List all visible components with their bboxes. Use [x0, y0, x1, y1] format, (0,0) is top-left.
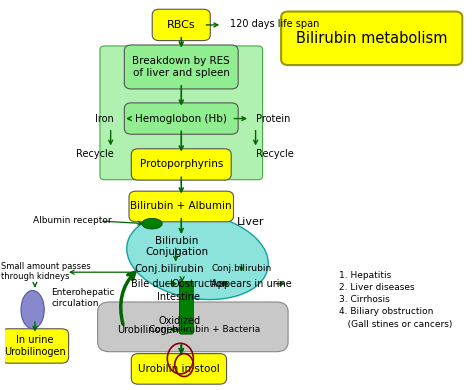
Text: Bilirubin: Bilirubin — [155, 236, 198, 246]
FancyBboxPatch shape — [152, 9, 210, 41]
FancyBboxPatch shape — [131, 354, 227, 384]
FancyBboxPatch shape — [281, 12, 462, 65]
Text: Hemoglobon (Hb): Hemoglobon (Hb) — [135, 113, 227, 124]
Text: 4. Biliary obstruction: 4. Biliary obstruction — [339, 307, 434, 316]
Ellipse shape — [21, 291, 44, 329]
FancyBboxPatch shape — [124, 45, 238, 89]
Text: Recycle: Recycle — [76, 149, 114, 159]
Text: (Gall stines or cancers): (Gall stines or cancers) — [339, 320, 453, 329]
FancyBboxPatch shape — [1, 329, 69, 363]
Text: 120 days life span: 120 days life span — [230, 19, 319, 29]
FancyBboxPatch shape — [179, 281, 193, 334]
Text: Conj.bilirubin: Conj.bilirubin — [135, 264, 204, 274]
Text: Conj.bilirubin: Conj.bilirubin — [211, 264, 272, 273]
FancyBboxPatch shape — [98, 302, 288, 352]
Text: Urobilin in stool: Urobilin in stool — [138, 364, 220, 374]
Text: Albumin receptor: Albumin receptor — [33, 216, 111, 225]
FancyBboxPatch shape — [131, 149, 231, 180]
Text: Conj.bilirubin + Bacteria: Conj.bilirubin + Bacteria — [149, 325, 260, 334]
Text: 2. Liver diseases: 2. Liver diseases — [339, 283, 415, 292]
Text: Conjugation: Conjugation — [145, 246, 208, 257]
Ellipse shape — [142, 218, 162, 229]
Text: Oxidized: Oxidized — [158, 316, 201, 326]
Text: Bilirubin metabolism: Bilirubin metabolism — [296, 31, 447, 46]
Text: In urine
Urobilinogen: In urine Urobilinogen — [4, 335, 66, 357]
Text: Small amount passes
through kidneys: Small amount passes through kidneys — [1, 262, 91, 281]
Text: Liver: Liver — [237, 217, 264, 227]
FancyBboxPatch shape — [124, 103, 238, 134]
Text: Intestine: Intestine — [157, 292, 201, 302]
Text: 3. Cirrhosis: 3. Cirrhosis — [339, 295, 390, 304]
Ellipse shape — [127, 213, 268, 300]
Text: Protoporphyrins: Protoporphyrins — [139, 160, 223, 169]
Text: Protein: Protein — [255, 113, 290, 124]
FancyBboxPatch shape — [129, 191, 234, 222]
Text: Recycle: Recycle — [255, 149, 293, 159]
Text: Obstruction: Obstruction — [171, 279, 228, 289]
Text: 1. Hepatitis: 1. Hepatitis — [339, 271, 392, 280]
FancyBboxPatch shape — [100, 46, 263, 180]
Text: Breakdown by RES
of liver and spleen: Breakdown by RES of liver and spleen — [132, 56, 230, 78]
Text: Urobilinogen: Urobilinogen — [117, 324, 179, 335]
Text: Enterohepatic
circulation: Enterohepatic circulation — [51, 289, 115, 308]
Text: Bile duct: Bile duct — [131, 279, 174, 289]
Text: RBCs: RBCs — [167, 20, 196, 30]
Text: Appears in urine: Appears in urine — [210, 279, 292, 289]
Text: Bilirubin + Albumin: Bilirubin + Albumin — [130, 202, 232, 211]
Text: Iron: Iron — [95, 113, 114, 124]
